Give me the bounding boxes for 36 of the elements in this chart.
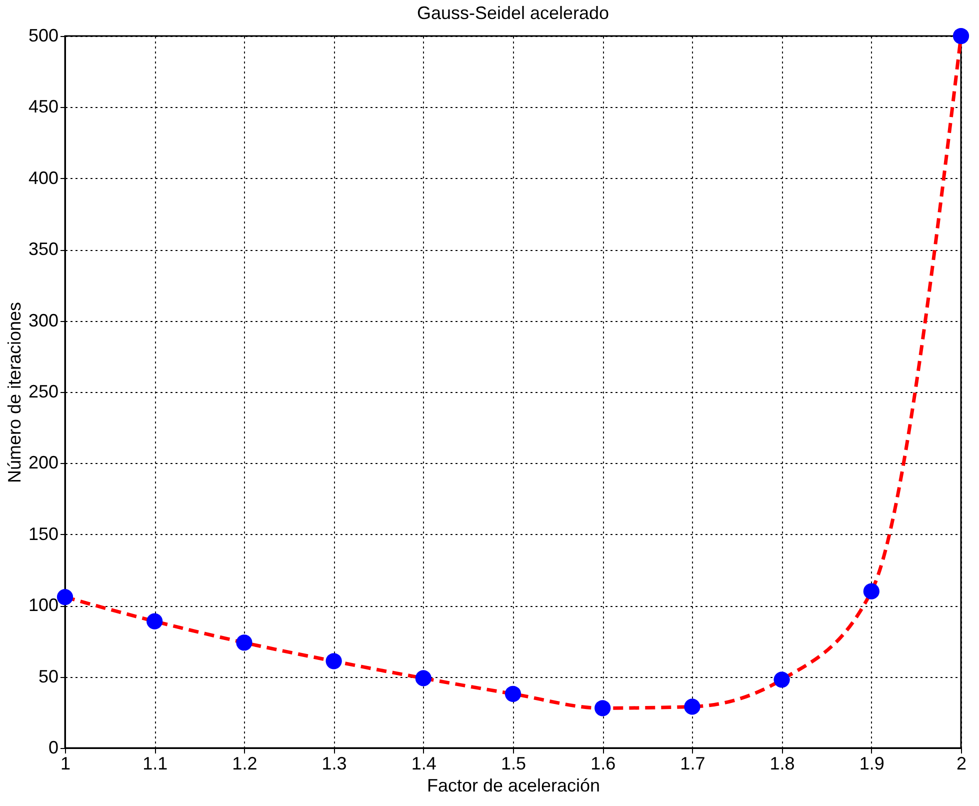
- x-tick-label: 1.5: [500, 754, 526, 774]
- y-tick-label: 200: [28, 452, 58, 473]
- y-tick-label: 450: [28, 96, 58, 117]
- x-axis-title: Factor de aceleración: [426, 776, 600, 796]
- y-tick-label: 400: [28, 168, 58, 188]
- x-tick-label: 1.7: [680, 754, 706, 774]
- point: [504, 686, 522, 702]
- y-tick-label: 100: [28, 595, 58, 616]
- point: [594, 700, 611, 716]
- point: [684, 698, 700, 715]
- x-tick-label: 2: [956, 754, 967, 774]
- x-tick-label: 1: [60, 754, 71, 774]
- y-tick-label: 500: [28, 26, 58, 46]
- chart-title: Gauss-Seidel acelerado: [416, 3, 610, 23]
- point: [774, 672, 790, 688]
- x-tick-label: 1.8: [770, 754, 795, 774]
- y-tick-label: 250: [28, 382, 58, 402]
- y-tick-label: 0: [48, 738, 58, 758]
- x-tick-label: 1.1: [142, 754, 168, 774]
- point: [415, 670, 432, 686]
- y-tick-label: 50: [38, 666, 58, 686]
- y-axis-title: Número de iteraciones: [4, 302, 24, 484]
- x-tick-label: 1.4: [411, 754, 436, 774]
- y-tick-label: 350: [28, 239, 58, 260]
- point: [56, 589, 74, 606]
- point: [326, 653, 342, 670]
- point: [952, 28, 970, 44]
- x-tick-label: 1.2: [232, 754, 258, 774]
- x-tick-label: 1.9: [859, 754, 884, 774]
- point: [863, 583, 880, 600]
- y-tick-label: 150: [28, 524, 58, 544]
- point: [236, 634, 252, 651]
- x-tick-label: 1.3: [322, 754, 347, 774]
- x-tick-label: 1.6: [590, 754, 616, 774]
- point: [146, 613, 163, 630]
- y-tick-label: 300: [28, 310, 58, 330]
